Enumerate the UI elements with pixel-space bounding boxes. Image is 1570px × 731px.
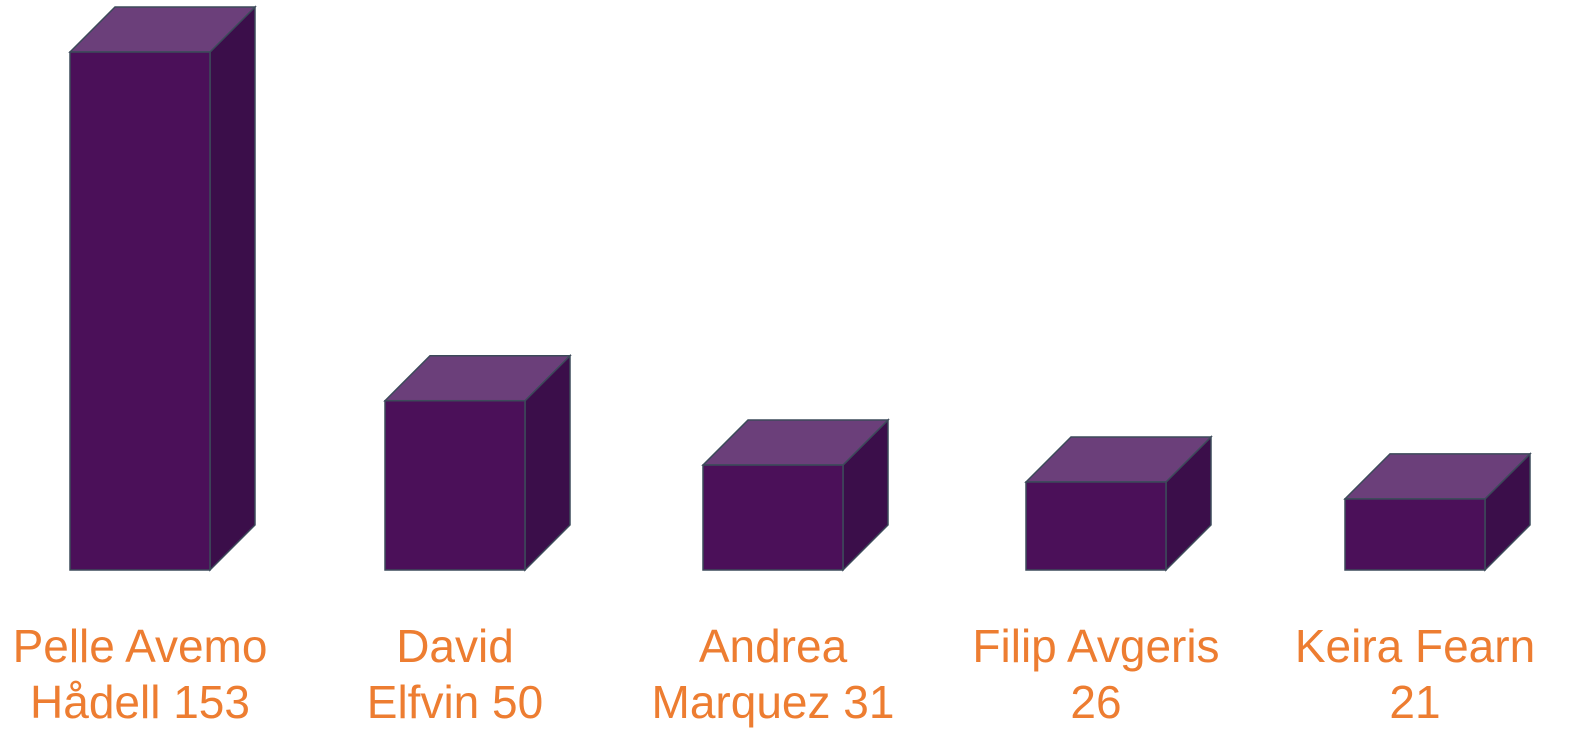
- bar-label: Filip Avgeris 26: [971, 618, 1221, 730]
- category-label: Filip Avgeris: [972, 620, 1220, 672]
- category-label: Andrea Marquez: [651, 620, 848, 728]
- category-label: David Elfvin: [366, 620, 514, 728]
- bar-label: Andrea Marquez 31: [638, 618, 908, 730]
- value-label: 21: [1389, 676, 1441, 728]
- bar-label: Keira Fearn 21: [1265, 618, 1565, 730]
- bar: [702, 464, 844, 571]
- bar: [1025, 481, 1167, 571]
- bar-label: David Elfvin 50: [355, 618, 555, 730]
- value-label: 50: [492, 676, 544, 728]
- category-label: Keira Fearn: [1294, 620, 1536, 672]
- category-label: Pelle Avemo Hådell: [12, 620, 268, 728]
- bar-side: [209, 5, 256, 572]
- value-label: 153: [173, 676, 250, 728]
- bar: [69, 51, 211, 571]
- value-label: 31: [843, 676, 895, 728]
- bar-label: Pelle Avemo Hådell 153: [0, 618, 285, 730]
- bar: [1344, 498, 1486, 571]
- value-label: 26: [1070, 676, 1122, 728]
- bar: [384, 399, 526, 571]
